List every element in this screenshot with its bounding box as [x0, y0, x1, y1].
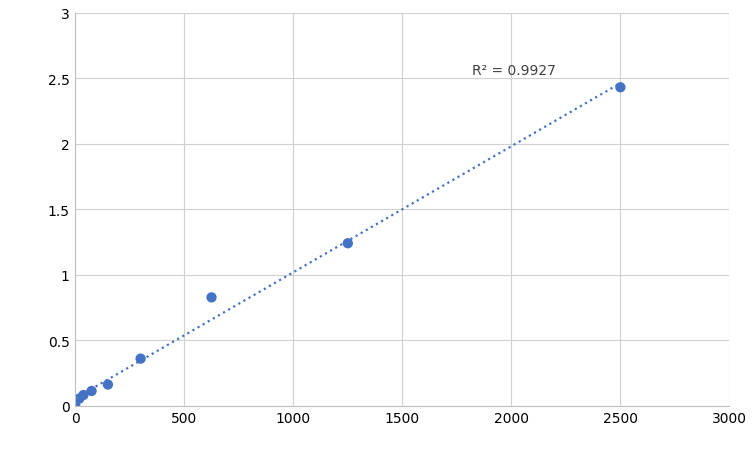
- Point: [73, 395, 85, 402]
- Point: [341, 240, 353, 247]
- Point: [102, 381, 114, 388]
- Text: R² = 0.9927: R² = 0.9927: [472, 64, 556, 78]
- Point: [77, 391, 89, 399]
- Point: [205, 294, 217, 301]
- Point: [135, 355, 147, 363]
- Point: [86, 387, 98, 395]
- Point: [69, 401, 81, 409]
- Point: [614, 84, 626, 92]
